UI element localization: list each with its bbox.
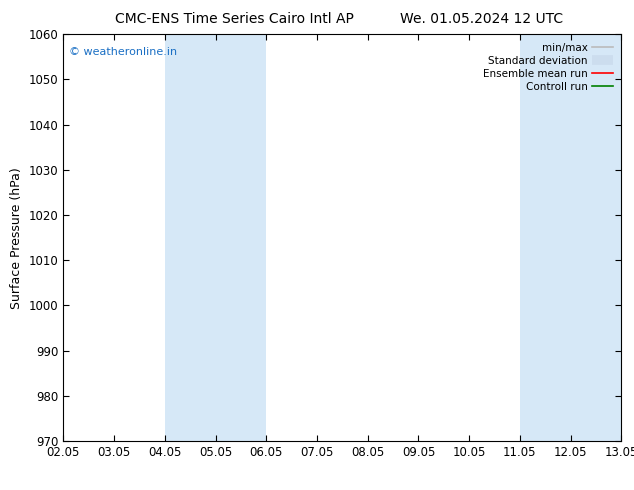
Text: We. 01.05.2024 12 UTC: We. 01.05.2024 12 UTC: [400, 12, 564, 26]
Bar: [165, 34, 266, 441]
Y-axis label: Surface Pressure (hPa): Surface Pressure (hPa): [10, 167, 23, 309]
Text: CMC-ENS Time Series Cairo Intl AP: CMC-ENS Time Series Cairo Intl AP: [115, 12, 354, 26]
Legend: min/max, Standard deviation, Ensemble mean run, Controll run: min/max, Standard deviation, Ensemble me…: [480, 40, 616, 95]
Bar: [520, 34, 621, 441]
Text: © weatheronline.in: © weatheronline.in: [69, 47, 177, 56]
